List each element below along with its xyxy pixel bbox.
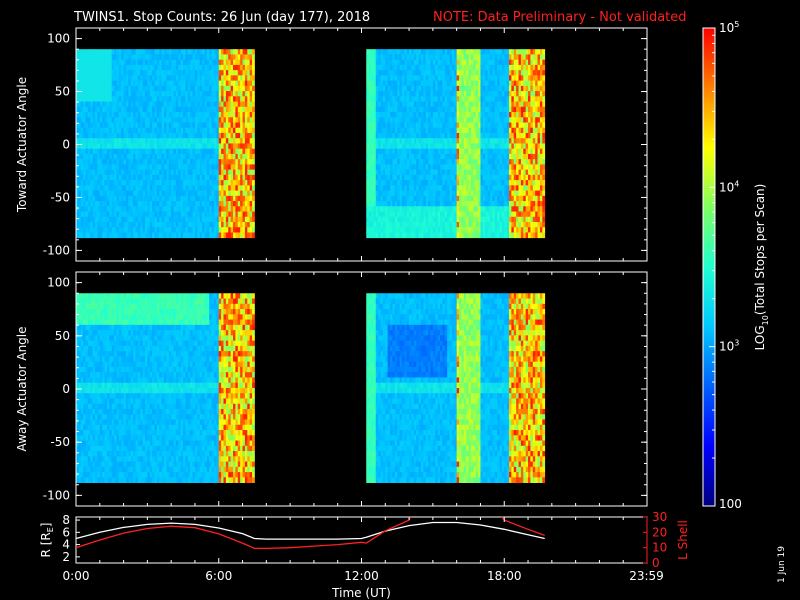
colorbar: 100 103 104 105 LOG10(Total Stops per Scan) — [702, 20, 770, 511]
y-tick-label: 100 — [47, 32, 70, 46]
y-axis-label: Away Actuator Angle — [15, 326, 29, 451]
x-axis-label: Time (UT) — [331, 586, 391, 600]
x-tick-label: 23:59 — [629, 569, 664, 583]
y-tick-label: 100 — [47, 276, 70, 290]
toward-actuator-angle-panel: 100 50 0 -50 -100 Toward Actuator Angle — [15, 27, 648, 262]
y-tick-label: 50 — [55, 85, 70, 99]
x-tick-label: 6:00 — [205, 569, 232, 583]
left-tick-label: 8 — [62, 513, 70, 527]
colorbar-tick-label: 104 — [719, 179, 739, 194]
left-tick-label: 2 — [62, 550, 70, 564]
date-stamp: 1 Jun 19 — [777, 546, 787, 583]
r-re-series-line — [76, 521, 545, 540]
right-tick-label: 30 — [652, 510, 667, 524]
y-tick-label: -100 — [43, 488, 70, 502]
right-tick-label: 20 — [652, 525, 667, 539]
colorbar-tick-label: 103 — [719, 339, 739, 354]
colorbar-gradient — [703, 28, 715, 506]
left-tick-label: 4 — [62, 538, 70, 552]
y-tick-label: -50 — [50, 190, 70, 204]
y-tick-label: -50 — [50, 435, 70, 449]
chart-title: TWINS1. Stop Counts: 26 Jun (day 177), 2… — [73, 10, 370, 25]
right-tick-label: 10 — [652, 541, 667, 555]
y-tick-label: 50 — [55, 329, 70, 343]
preliminary-note: NOTE: Data Preliminary - Not validated — [433, 10, 687, 25]
left-axis-label: R [RE] — [39, 523, 55, 558]
y-tick-label: -100 — [43, 243, 70, 257]
y-tick-label: 0 — [62, 382, 70, 396]
left-tick-label: 6 — [62, 525, 70, 539]
right-tick-label: 0 — [652, 556, 660, 570]
right-axis-label: L Shell — [676, 520, 690, 560]
colorbar-label: LOG10(Total Stops per Scan) — [753, 184, 770, 351]
heatmap-cells — [76, 293, 546, 483]
l-shell-series-line — [76, 517, 545, 550]
y-tick-label: 0 — [62, 138, 70, 152]
y-axis-label: Toward Actuator Angle — [15, 77, 29, 213]
colorbar-tick-label: 105 — [719, 20, 739, 35]
x-tick-label: 18:00 — [487, 569, 522, 583]
colorbar-tick-label: 100 — [719, 497, 742, 511]
x-tick-label: 0:00 — [63, 569, 90, 583]
away-actuator-angle-panel: 100 50 0 -50 -100 Away Actuator Angle — [15, 271, 648, 507]
x-tick-label: 12:00 — [344, 569, 379, 583]
heatmap-cells — [76, 49, 546, 239]
